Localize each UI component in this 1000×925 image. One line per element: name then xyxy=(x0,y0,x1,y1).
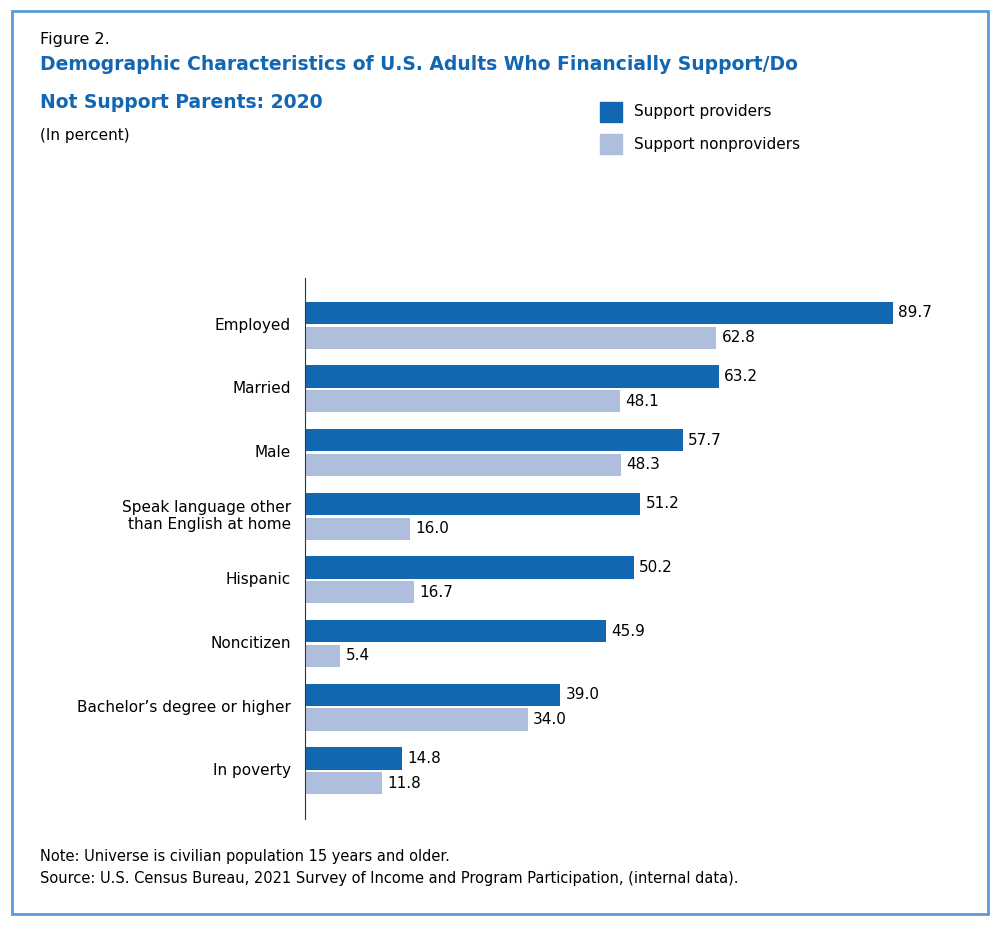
Text: (In percent): (In percent) xyxy=(40,128,130,142)
Bar xyxy=(305,620,606,642)
Bar xyxy=(305,684,560,706)
Bar xyxy=(305,709,528,731)
Text: 57.7: 57.7 xyxy=(688,433,722,448)
Bar xyxy=(305,365,719,388)
Text: Source: U.S. Census Bureau, 2021 Survey of Income and Program Participation, (in: Source: U.S. Census Bureau, 2021 Survey … xyxy=(40,871,738,886)
Bar xyxy=(305,454,621,476)
Text: 48.3: 48.3 xyxy=(627,458,660,473)
Bar xyxy=(305,556,634,579)
Text: 62.8: 62.8 xyxy=(722,330,755,345)
Text: Support nonproviders: Support nonproviders xyxy=(634,137,800,152)
Text: 14.8: 14.8 xyxy=(407,751,441,766)
Text: 45.9: 45.9 xyxy=(611,623,645,638)
Text: 5.4: 5.4 xyxy=(346,648,370,663)
Bar xyxy=(305,517,410,540)
Text: 39.0: 39.0 xyxy=(566,687,600,702)
Bar xyxy=(305,747,402,770)
Text: Demographic Characteristics of U.S. Adults Who Financially Support/Do: Demographic Characteristics of U.S. Adul… xyxy=(40,56,798,75)
Bar xyxy=(305,581,414,603)
Bar xyxy=(305,390,620,413)
Text: 89.7: 89.7 xyxy=(898,305,932,320)
Text: 48.1: 48.1 xyxy=(625,394,659,409)
Text: Figure 2.: Figure 2. xyxy=(40,32,110,47)
Text: Not Support Parents: 2020: Not Support Parents: 2020 xyxy=(40,92,323,112)
Bar xyxy=(305,429,683,451)
Text: 16.7: 16.7 xyxy=(420,585,454,599)
Text: Note: Universe is civilian population 15 years and older.: Note: Universe is civilian population 15… xyxy=(40,849,450,864)
Text: 50.2: 50.2 xyxy=(639,560,673,575)
Text: 11.8: 11.8 xyxy=(388,776,421,791)
Text: 34.0: 34.0 xyxy=(533,712,567,727)
Bar xyxy=(305,772,382,795)
Bar xyxy=(305,302,893,324)
Text: 63.2: 63.2 xyxy=(724,369,758,384)
Bar xyxy=(305,327,716,349)
Text: 51.2: 51.2 xyxy=(646,497,679,512)
Bar xyxy=(305,645,340,667)
Text: 16.0: 16.0 xyxy=(415,521,449,536)
Bar xyxy=(305,493,640,515)
Text: Support providers: Support providers xyxy=(634,105,772,119)
